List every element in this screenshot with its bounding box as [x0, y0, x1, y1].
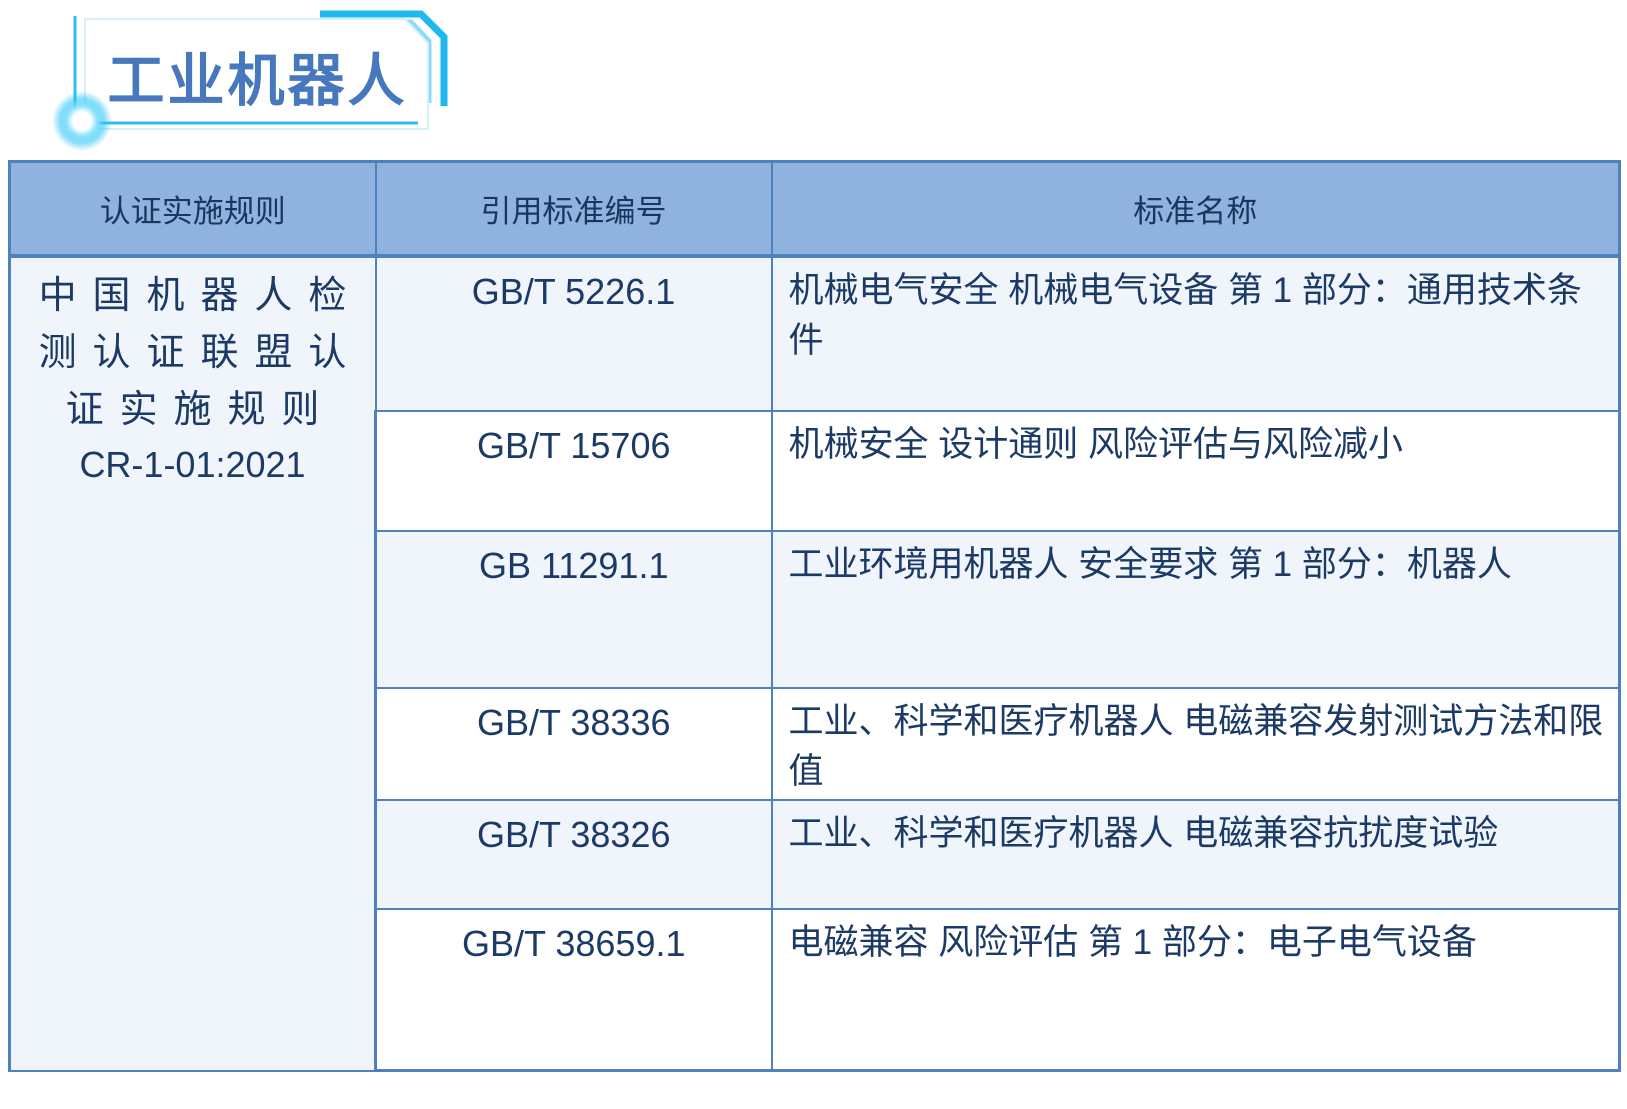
- standard-name-cell: 机械电气安全 机械电气设备 第 1 部分：通用技术条件: [770, 254, 1621, 412]
- standard-name-cell: 工业、科学和医疗机器人 电磁兼容抗扰度试验: [770, 798, 1621, 910]
- column-header-1: 认证实施规则: [8, 160, 377, 258]
- standard-number-cell: GB/T 38336: [374, 686, 773, 801]
- standard-number-cell: GB 11291.1: [374, 529, 773, 689]
- column-header-2: 引用标准编号: [374, 160, 773, 258]
- standards-table: 认证实施规则 引用标准编号 标准名称 中国机器人检 测认证联盟认 证实施规则 CR-1…: [8, 160, 1621, 1072]
- table-row: GB/T 38659.1 电磁兼容 风险评估 第 1 部分：电子电气设备: [10, 907, 1621, 1072]
- standard-name-cell: 工业、科学和医疗机器人 电磁兼容发射测试方法和限值: [770, 686, 1621, 801]
- certification-rule-code: CR-1-01:2021: [79, 443, 306, 485]
- header-row: 认证实施规则 引用标准编号 标准名称: [8, 160, 1621, 258]
- table-row: GB/T 38336 工业、科学和医疗机器人 电磁兼容发射测试方法和限值: [10, 686, 1621, 801]
- glow-dot: [52, 91, 112, 151]
- page-title: 工业机器人: [107, 49, 408, 113]
- table-row: GB/T 38326 工业、科学和医疗机器人 电磁兼容抗扰度试验: [10, 798, 1621, 910]
- certification-rule-cell: 中国机器人检 测认证联盟认 证实施规则 CR-1-01:2021: [8, 254, 377, 1072]
- table-row: 中国机器人检 测认证联盟认 证实施规则 CR-1-01:2021 GB/T 5226…: [8, 254, 1621, 1072]
- title-banner: 工业机器人: [30, 2, 470, 154]
- table-row: GB 11291.1 工业环境用机器人 安全要求 第 1 部分：机器人: [10, 529, 1621, 689]
- standard-number-cell: GB/T 5226.1: [374, 254, 773, 412]
- standard-name-cell: 机械安全 设计通则 风险评估与风险减小: [770, 409, 1621, 532]
- standard-name-cell: 电磁兼容 风险评估 第 1 部分：电子电气设备: [770, 907, 1621, 1072]
- standard-number-cell: GB/T 38326: [374, 798, 773, 910]
- table-row: GB/T 15706 机械安全 设计通则 风险评估与风险减小: [10, 409, 1621, 532]
- standard-number-cell: GB/T 38659.1: [374, 907, 773, 1072]
- table-header: 认证实施规则 引用标准编号 标准名称: [8, 160, 1621, 258]
- standard-number-cell: GB/T 15706: [374, 409, 773, 532]
- table-body: 中国机器人检 测认证联盟认 证实施规则 CR-1-01:2021 GB/T 5226…: [8, 254, 1621, 1072]
- standard-name-cell: 工业环境用机器人 安全要求 第 1 部分：机器人: [770, 529, 1621, 689]
- column-header-3: 标准名称: [770, 160, 1621, 258]
- title-frame-decoration: [52, 10, 448, 151]
- certification-rule-text: 中国机器人检 测认证联盟认 证实施规则: [38, 274, 363, 431]
